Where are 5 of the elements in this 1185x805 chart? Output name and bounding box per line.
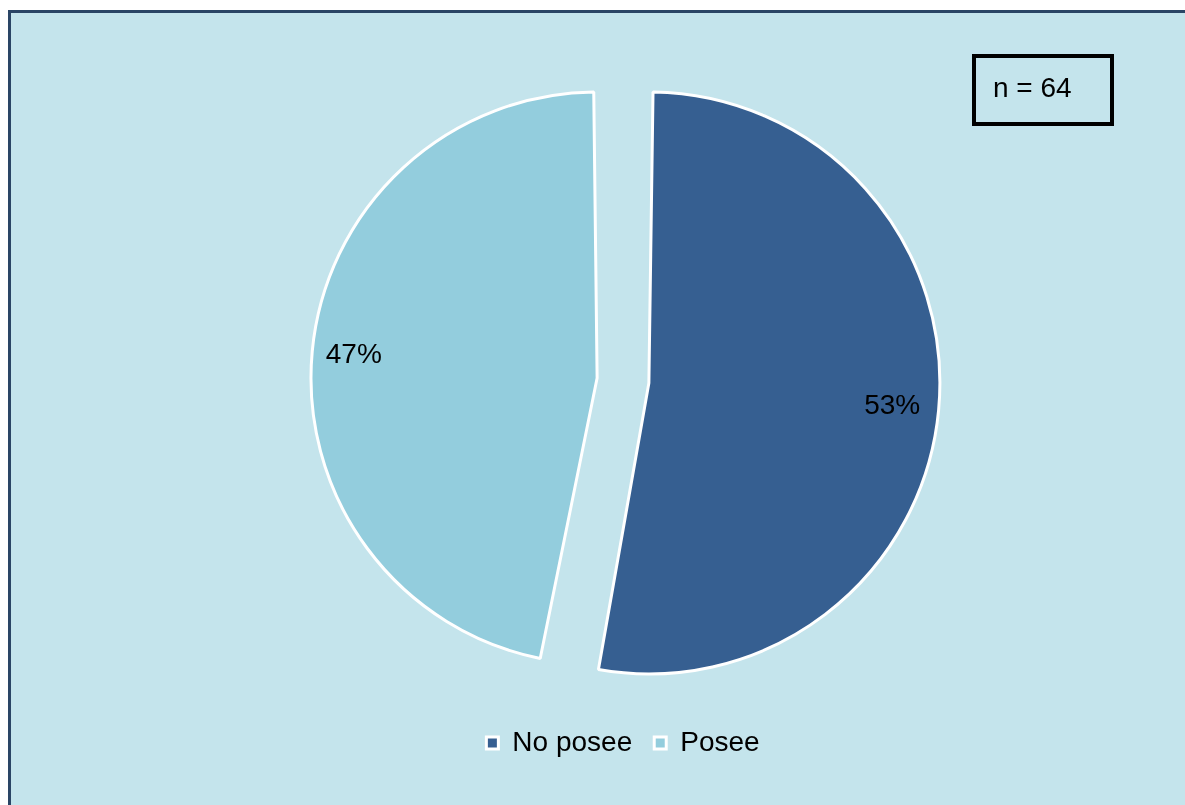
legend-label: Posee xyxy=(680,725,760,757)
legend-label: No posee xyxy=(512,725,633,757)
data-label: 47% xyxy=(325,337,382,369)
data-label: 53% xyxy=(864,388,921,420)
text: n = 64 xyxy=(993,72,1072,104)
